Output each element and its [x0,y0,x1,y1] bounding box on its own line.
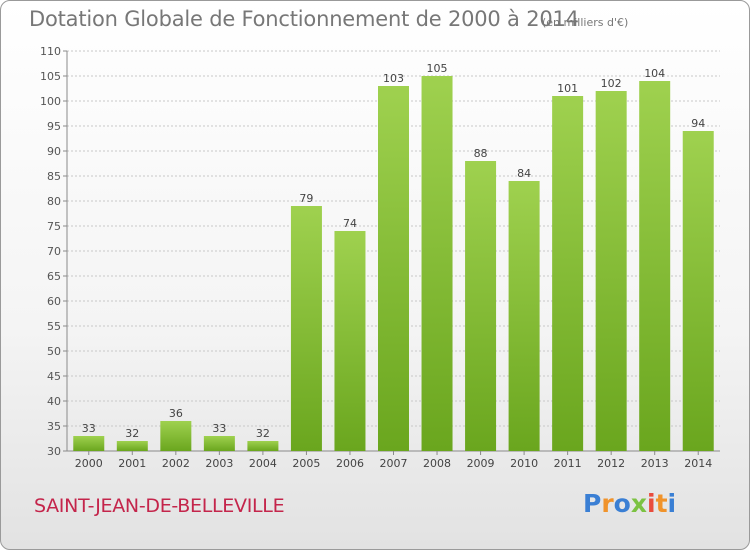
logo-letter: P [583,489,602,518]
x-tick-label: 2003 [205,457,233,470]
bar [639,81,671,451]
x-tick-label: 2008 [423,457,451,470]
data-label: 79 [299,192,313,205]
x-tick-label: 2009 [467,457,495,470]
data-label: 102 [601,77,622,90]
y-tick-label: 105 [40,70,61,83]
logo-letter: i [667,489,677,518]
x-tick-label: 2013 [641,457,669,470]
y-tick-label: 60 [47,295,61,308]
bar [290,206,322,451]
bar [160,421,192,451]
bar [595,91,627,451]
bar [73,436,105,451]
data-label: 105 [427,62,448,75]
data-label: 104 [644,67,665,80]
data-label: 74 [343,217,357,230]
y-tick-label: 65 [47,270,61,283]
data-label: 32 [256,427,270,440]
data-label: 33 [82,422,96,435]
bar [334,231,366,451]
y-tick-label: 30 [47,445,61,458]
bar [552,96,584,451]
bar [247,441,279,451]
y-tick-label: 40 [47,395,61,408]
data-label: 33 [212,422,226,435]
data-label: 32 [125,427,139,440]
x-tick-label: 2001 [118,457,146,470]
y-tick-label: 85 [47,170,61,183]
bar [116,441,148,451]
data-label: 88 [474,147,488,160]
y-tick-label: 70 [47,245,61,258]
x-tick-label: 2010 [510,457,538,470]
bar [203,436,235,451]
y-tick-label: 50 [47,345,61,358]
bar [421,76,453,451]
x-tick-label: 2002 [162,457,190,470]
bar [378,86,409,451]
bar [465,161,497,451]
x-tick-label: 2000 [75,457,103,470]
x-tick-label: 2012 [597,457,625,470]
logo-letter: o [613,489,631,518]
logo-letter: x [630,489,647,518]
x-tick-label: 2006 [336,457,364,470]
data-label: 84 [517,167,531,180]
y-tick-label: 80 [47,195,61,208]
y-tick-label: 35 [47,420,61,433]
data-label: 101 [557,82,578,95]
y-tick-label: 55 [47,320,61,333]
proxiti-logo: Proxiti [583,489,676,518]
x-tick-label: 2014 [684,457,712,470]
chart-title: Dotation Globale de Fonctionnement de 20… [29,7,579,31]
data-label: 94 [691,117,705,130]
y-tick-label: 100 [40,95,61,108]
y-tick-label: 95 [47,120,61,133]
y-tick-label: 45 [47,370,61,383]
y-tick-label: 110 [40,45,61,58]
x-tick-label: 2004 [249,457,277,470]
x-tick-label: 2011 [554,457,582,470]
bar [508,181,540,451]
logo-letter: t [655,489,668,518]
x-tick-label: 2007 [380,457,408,470]
chart-subtitle: (en milliers d'€) [542,16,629,29]
logo-letter: i [647,489,656,518]
logo-letter: r [601,489,614,518]
commune-name: SAINT-JEAN-DE-BELLEVILLE [34,495,285,517]
x-tick-label: 2005 [292,457,320,470]
y-tick-label: 75 [47,220,61,233]
data-label: 36 [169,407,183,420]
bar [682,131,714,451]
y-tick-label: 90 [47,145,61,158]
data-label: 103 [383,72,404,85]
